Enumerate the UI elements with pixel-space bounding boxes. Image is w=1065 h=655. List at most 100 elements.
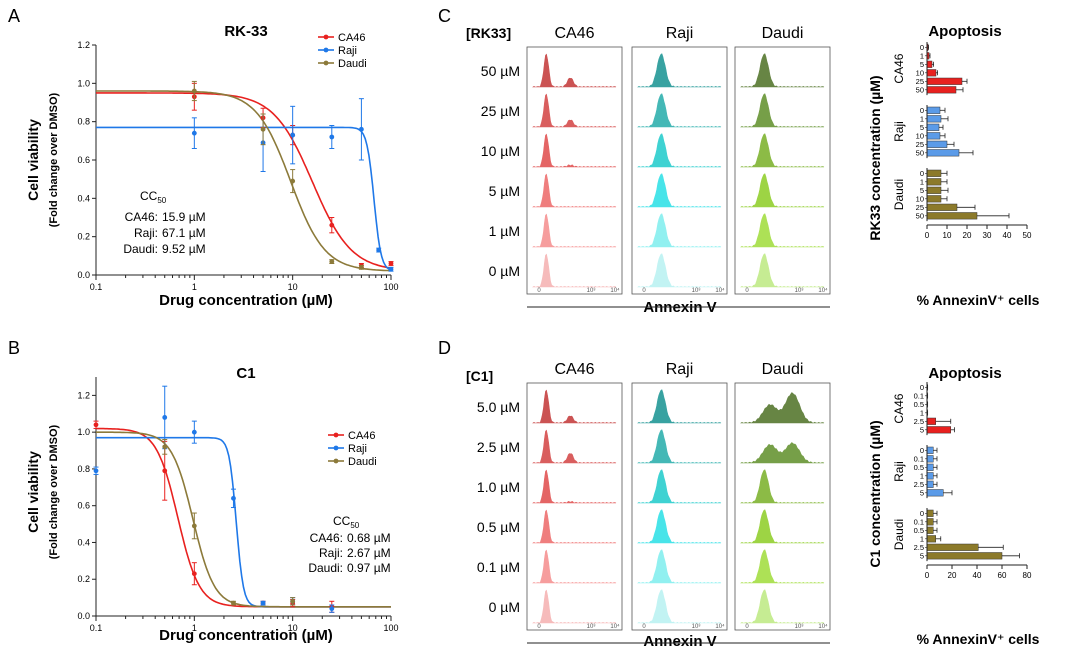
panel-c-bar-category-label: 1 xyxy=(920,51,924,60)
panel-a-point-raji xyxy=(388,266,394,272)
panel-d-bar-bar-ca46 xyxy=(926,426,951,434)
panel-d-bar-ylabel: C1 concentration (µM) xyxy=(867,420,883,567)
panel-d-histogram-raji xyxy=(637,549,722,584)
panel-c-bar-category-label: 5 xyxy=(920,123,924,132)
panel-c-histogram-ca46 xyxy=(532,53,617,88)
panel-a-curve-raji xyxy=(96,126,392,271)
panel-d-histogram-daudi xyxy=(740,589,825,624)
panel-b-x-tick-label: 10 xyxy=(288,623,298,633)
panel-b-cc50-row-raji-name: Raji: xyxy=(319,546,343,560)
panel-a-point-raji xyxy=(358,126,364,132)
panel-a-y-tick-label: 0.0 xyxy=(77,270,90,280)
panel-b-y-tick-label: 0.8 xyxy=(77,464,90,474)
panel-d-bar-category-label: 0.1 xyxy=(914,517,924,526)
panel-c-bar-category-label: 50 xyxy=(916,148,924,157)
panel-d-bar-category-label: 5 xyxy=(920,551,924,560)
panel-c-axis-tick-label: 10⁴ xyxy=(610,287,620,294)
panel-d-column-label-ca46: CA46 xyxy=(554,361,594,378)
panel-c-bar-category-label: 0 xyxy=(920,106,924,115)
panel-d-bar-category-label: 1 xyxy=(920,471,924,480)
panel-b-cc50-sub: 50 xyxy=(350,521,359,530)
panel-d-bar-bar-raji xyxy=(926,489,944,497)
panel-a-point-ca46 xyxy=(388,261,394,266)
panel-c-histogram-raji xyxy=(637,93,722,128)
panel-d-bar-group-label-raji: Raji xyxy=(892,461,906,482)
panel-d-frame-raji xyxy=(631,382,728,631)
panel-a-ylabel: Cell viability xyxy=(25,119,41,201)
panel-a-cc50-row-ca46-name: CA46: xyxy=(125,210,158,224)
panel-a-point-raji xyxy=(191,130,197,136)
panel-c-column-label-daudi: Daudi xyxy=(762,25,804,42)
panel-a-xlabel: Drug concentration (µM) xyxy=(159,292,333,309)
panel-label-d: D xyxy=(438,338,451,358)
panel-d-bar-category-label: 0.5 xyxy=(914,400,924,409)
panel-a-x-tick-label: 0.1 xyxy=(90,282,103,292)
panel-c-histogram-daudi xyxy=(740,173,825,208)
panel-d-histogram-ca46 xyxy=(532,469,617,504)
panel-c-bar-category-label: 10 xyxy=(916,131,924,140)
panel-d-row-label: 5.0 µM xyxy=(477,399,520,415)
panel-d-header: [C1] xyxy=(466,368,493,384)
panel-a-y-tick-label: 0.4 xyxy=(77,193,90,203)
panel-b-point-daudi xyxy=(231,600,236,606)
panel-d-bar-bar-daudi xyxy=(926,543,979,551)
panel-b-y-tick-label: 0.4 xyxy=(77,537,90,547)
panel-d-histogram-ca46 xyxy=(532,429,617,464)
panel-d-histogram-raji xyxy=(637,469,722,504)
panel-a-cc50-row-daudi-value: 9.52 µM xyxy=(162,242,206,256)
panel-d-histogram-ca46 xyxy=(532,589,617,624)
panel-c-bar-bar-daudi xyxy=(926,178,942,186)
panel-d-axis-tick-label: 10⁴ xyxy=(610,623,620,630)
panel-b-point-ca46 xyxy=(93,422,99,428)
panel-b-legend-marker-daudi xyxy=(333,458,339,464)
panel-a-cc50-row-ca46-value: 15.9 µM xyxy=(162,210,206,224)
panel-d-flow-histograms: [C1] Annexin V 5.0 µM 2.5 µM 1.0 µM 0.5 µM 0… xyxy=(466,361,831,650)
panel-a-y-tick-label: 0.2 xyxy=(77,232,90,242)
panel-label-a: A xyxy=(8,6,20,26)
panel-b-cc50-row-daudi-name: Daudi: xyxy=(308,561,343,575)
panel-c-histogram-ca46 xyxy=(532,253,617,288)
panel-c-bar-category-label: 0 xyxy=(920,43,924,52)
panel-d-histogram-ca46 xyxy=(532,549,617,584)
panel-c-histogram-raji xyxy=(637,133,722,168)
panel-a-cc50-row-daudi-name: Daudi: xyxy=(123,242,158,256)
panel-b-ylabel2: (Fold change over DMSO) xyxy=(48,424,60,559)
panel-d-histogram-ca46 xyxy=(532,389,617,424)
panel-d-bars: 00.10.512.55CA4600.10.512.55Raji00.10.51… xyxy=(892,382,1032,580)
panel-c-bars: 015102550CA46015102550Raji015102550Daudi… xyxy=(892,42,1032,240)
panel-b-point-raji xyxy=(260,600,266,606)
panel-b-title: C1 xyxy=(236,365,255,382)
panel-c-axis-tick-label: 0 xyxy=(745,288,749,294)
panel-c-histogram-ca46 xyxy=(532,133,617,168)
panel-c-histogram-daudi xyxy=(740,213,825,248)
panel-a-curve-ca46 xyxy=(96,92,392,269)
panel-d-bar-category-label: 0 xyxy=(920,383,924,392)
panel-a-x-tick-label: 1 xyxy=(192,282,197,292)
panel-a-cc50-header: CC xyxy=(140,189,158,203)
panel-c-row-label: 10 µM xyxy=(481,143,520,159)
panel-d-bar-category-label: 1 xyxy=(920,534,924,543)
panel-c-row-label: 5 µM xyxy=(489,183,520,199)
panel-b-x-tick-label: 100 xyxy=(383,623,398,633)
panel-a-legend-marker-daudi xyxy=(323,60,329,66)
panel-a-dose-response-rk33: RK-33 Cell viability (Fold change over D… xyxy=(25,23,399,309)
panel-d-bar-bar-raji xyxy=(926,480,934,488)
panel-a-cc50-row-raji-value: 67.1 µM xyxy=(162,226,206,240)
panel-a-x-tick-label: 100 xyxy=(383,282,398,292)
panel-d-axis-tick-label: 10³ xyxy=(795,624,804,630)
panel-d-row-label: 0 µM xyxy=(489,599,520,615)
panel-d-bar-x-tick-label: 40 xyxy=(973,571,982,580)
panel-c-bar-bar-ca46 xyxy=(926,69,937,77)
panel-c-bar-group-label-daudi: Daudi xyxy=(892,179,906,210)
panel-c-axis-tick-label: 10³ xyxy=(795,288,804,294)
panel-d-frame-ca46 xyxy=(526,382,623,631)
panel-c-bar-category-label: 10 xyxy=(916,194,924,203)
panel-c-row-label: 0 µM xyxy=(489,263,520,279)
panel-c-bar-category-label: 50 xyxy=(916,85,924,94)
panel-c-bar-title: Apoptosis xyxy=(928,23,1001,40)
panel-d-histogram-raji xyxy=(637,429,722,464)
panel-a-legend-label-daudi: Daudi xyxy=(338,58,367,70)
panel-a-legend-label-ca46: CA46 xyxy=(338,32,366,44)
panel-d-xlabel: Annexin V xyxy=(643,633,716,650)
panel-b-cc50-annotation: CC50 CA46: 0.68 µM Raji: 2.67 µM Daudi: … xyxy=(308,514,390,575)
